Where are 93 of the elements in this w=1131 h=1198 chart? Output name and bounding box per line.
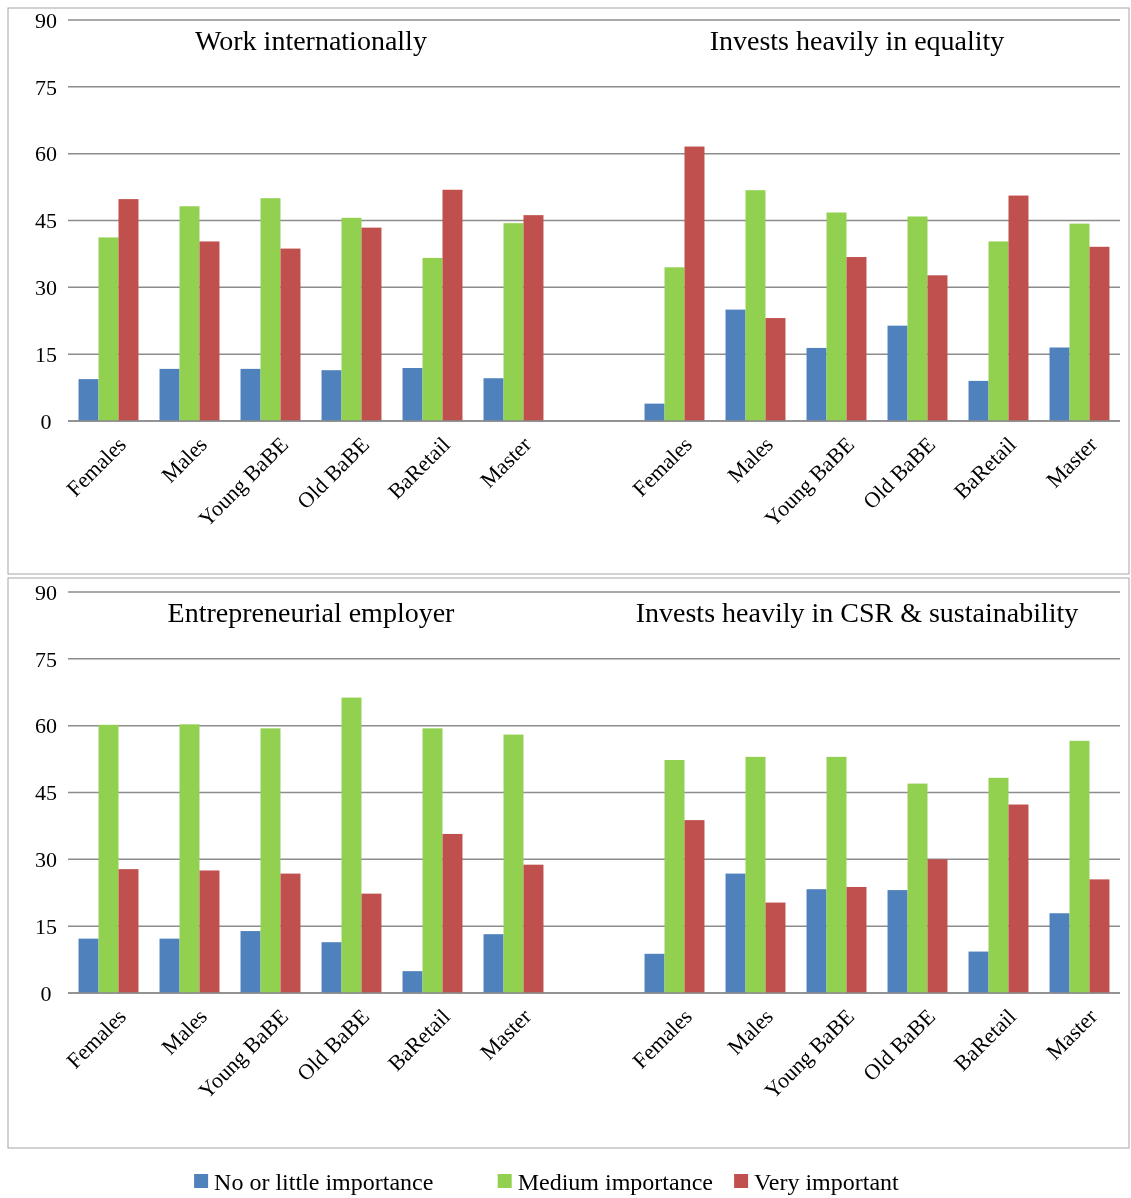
bar <box>826 212 847 421</box>
y-tick-label: 45 <box>35 208 57 234</box>
bar <box>1049 347 1070 421</box>
bar <box>321 942 342 993</box>
bar <box>644 403 665 421</box>
y-tick-label: 45 <box>35 780 57 806</box>
bar <box>523 215 544 421</box>
bar <box>988 777 1009 993</box>
y-tick-label: 60 <box>35 713 57 739</box>
y-tick-label: 15 <box>35 913 57 939</box>
bar <box>644 953 665 993</box>
bar <box>907 216 928 421</box>
bar <box>968 951 989 993</box>
bar <box>361 227 382 421</box>
bar <box>199 241 220 421</box>
y-tick-label: 0 <box>40 980 52 1006</box>
y-tick-label: 0 <box>40 408 52 434</box>
bar <box>887 325 908 421</box>
bar <box>240 368 261 421</box>
bar <box>806 347 827 421</box>
bar <box>442 189 463 421</box>
y-tick-label: 75 <box>35 74 57 100</box>
bar <box>159 938 180 993</box>
y-tick-label: 15 <box>35 341 57 367</box>
bar <box>98 724 119 993</box>
bar <box>503 223 524 421</box>
bar <box>1069 223 1090 421</box>
chart-title: Entrepreneurial employer <box>167 597 456 628</box>
legend-label: Very important <box>754 1169 900 1196</box>
bar <box>361 893 382 993</box>
y-tick-label: 30 <box>35 275 57 301</box>
bar <box>846 257 867 421</box>
bar <box>927 275 948 421</box>
bar <box>199 870 220 993</box>
bar <box>826 756 847 993</box>
bar <box>422 728 443 993</box>
legend-label: Medium importance <box>517 1169 713 1196</box>
chart-title: Work internationally <box>195 25 427 56</box>
bar <box>442 833 463 993</box>
bar <box>988 241 1009 421</box>
bar <box>806 889 827 993</box>
bar <box>179 206 200 421</box>
bar <box>846 886 867 993</box>
y-tick-label: 90 <box>35 7 57 33</box>
bar <box>765 902 786 993</box>
bar <box>78 938 99 993</box>
bar <box>179 724 200 993</box>
bar <box>341 217 362 421</box>
bar <box>1008 804 1029 993</box>
bar <box>503 734 524 993</box>
bar <box>402 971 423 993</box>
bar <box>968 380 989 421</box>
bar <box>260 198 281 421</box>
bar <box>260 728 281 993</box>
bar <box>98 237 119 421</box>
y-tick-label: 30 <box>35 847 57 873</box>
chart-title: Invests heavily in CSR & sustainability <box>635 597 1079 628</box>
bar <box>907 783 928 993</box>
bar <box>664 267 685 421</box>
bar <box>664 759 685 993</box>
bar <box>402 367 423 421</box>
bar <box>1069 740 1090 993</box>
bar <box>118 199 139 421</box>
bar <box>422 257 443 421</box>
bar <box>321 370 342 421</box>
bar <box>684 820 705 993</box>
bar <box>483 934 504 993</box>
bar <box>725 309 746 421</box>
bar <box>1049 913 1070 993</box>
chart-title: Invests heavily in equality <box>709 25 1005 56</box>
bar <box>240 931 261 993</box>
legend-label: No or little importance <box>214 1169 434 1196</box>
bar <box>280 873 301 993</box>
bar <box>118 869 139 993</box>
bar <box>483 378 504 421</box>
bar <box>523 864 544 993</box>
bar <box>725 873 746 993</box>
bar <box>745 756 766 993</box>
bar <box>1089 879 1110 993</box>
bar <box>927 859 948 993</box>
bar <box>745 190 766 421</box>
bar <box>684 146 705 421</box>
bar <box>341 697 362 993</box>
y-tick-label: 90 <box>35 579 57 605</box>
y-tick-label: 60 <box>35 141 57 167</box>
bar <box>159 368 180 421</box>
bar <box>1089 246 1110 421</box>
bar <box>887 890 908 993</box>
y-tick-label: 75 <box>35 646 57 672</box>
bar <box>1008 195 1029 421</box>
bar <box>280 248 301 421</box>
bar <box>78 379 99 421</box>
bar <box>765 318 786 421</box>
